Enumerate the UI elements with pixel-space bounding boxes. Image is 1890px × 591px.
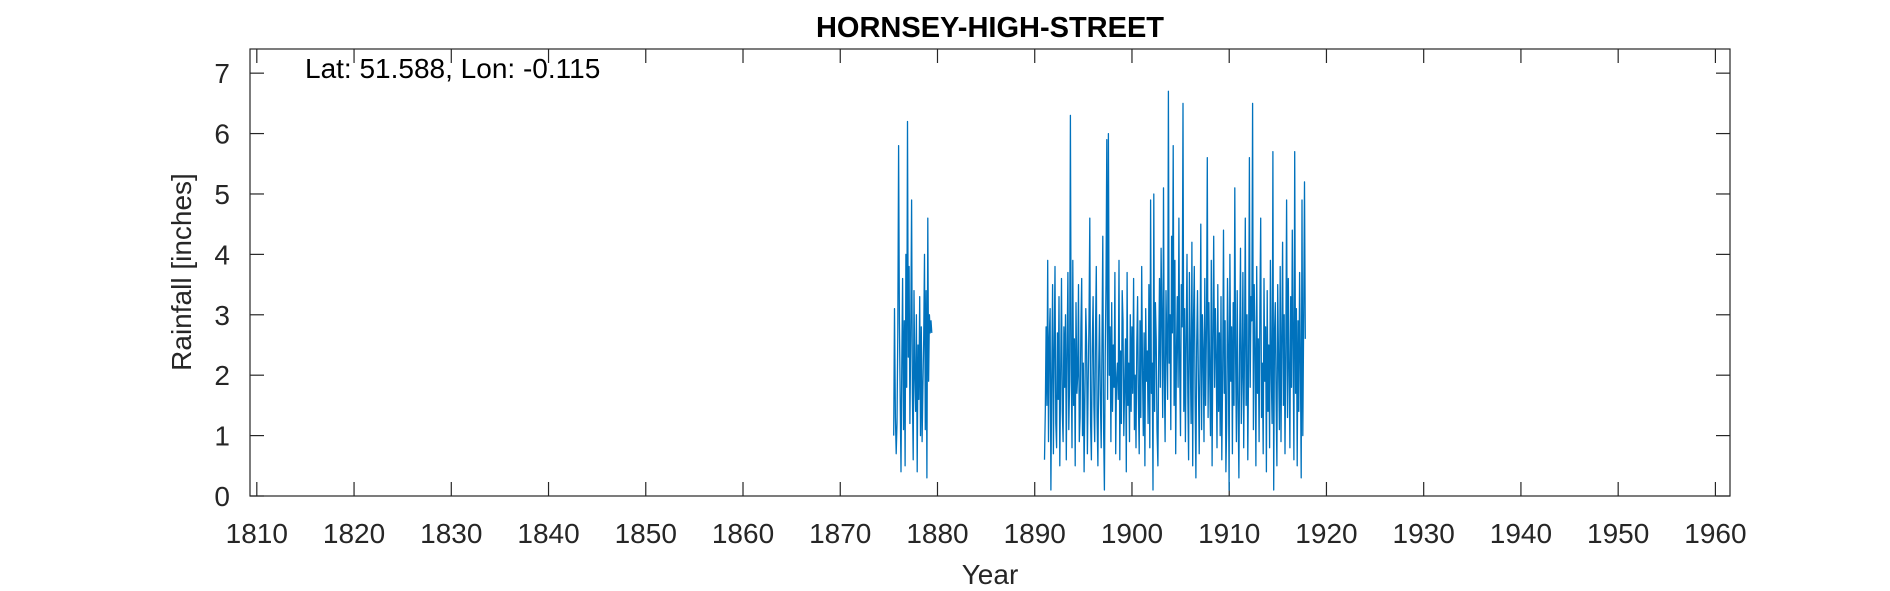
- y-tick-label: 4: [214, 239, 230, 270]
- x-tick-label: 1830: [420, 518, 482, 549]
- y-tick-label: 2: [214, 360, 230, 391]
- axis-ticks: [250, 49, 1730, 497]
- x-tick-label: 1920: [1295, 518, 1357, 549]
- rainfall-series-1891-1960: [1043, 90, 1306, 491]
- location-annotation: Lat: 51.588, Lon: -0.115: [305, 53, 600, 84]
- x-tick-label: 1810: [226, 518, 288, 549]
- x-tick-label: 1840: [517, 518, 579, 549]
- y-tick-label: 1: [214, 421, 230, 452]
- y-tick-label: 7: [214, 58, 230, 89]
- x-axis-label: Year: [962, 559, 1019, 590]
- x-tick-label: 1820: [323, 518, 385, 549]
- x-tick-label: 1950: [1587, 518, 1649, 549]
- x-tick-label: 1940: [1490, 518, 1552, 549]
- x-tick-label: 1860: [712, 518, 774, 549]
- x-tick-label: 1880: [906, 518, 968, 549]
- x-tick-label: 1890: [1004, 518, 1066, 549]
- x-tick-label: 1960: [1684, 518, 1746, 549]
- rainfall-series-1876-1881: [893, 120, 933, 479]
- chart-title: HORNSEY-HIGH-STREET: [816, 12, 1164, 44]
- y-tick-label: 5: [214, 179, 230, 210]
- plot-area: [249, 48, 1731, 497]
- x-tick-label: 1900: [1101, 518, 1163, 549]
- x-tick-label: 1930: [1393, 518, 1455, 549]
- y-axis-label: Rainfall [inches]: [166, 173, 197, 371]
- y-tick-label: 3: [214, 300, 230, 331]
- x-tick-label: 1910: [1198, 518, 1260, 549]
- tick-labels: 1810 1820 1830 1840 1850 1860 1870 1880 1890 1900…: [214, 58, 1746, 549]
- x-tick-label: 1870: [809, 518, 871, 549]
- y-tick-label: 6: [214, 119, 230, 150]
- y-tick-label: 0: [214, 481, 230, 512]
- x-tick-label: 1850: [615, 518, 677, 549]
